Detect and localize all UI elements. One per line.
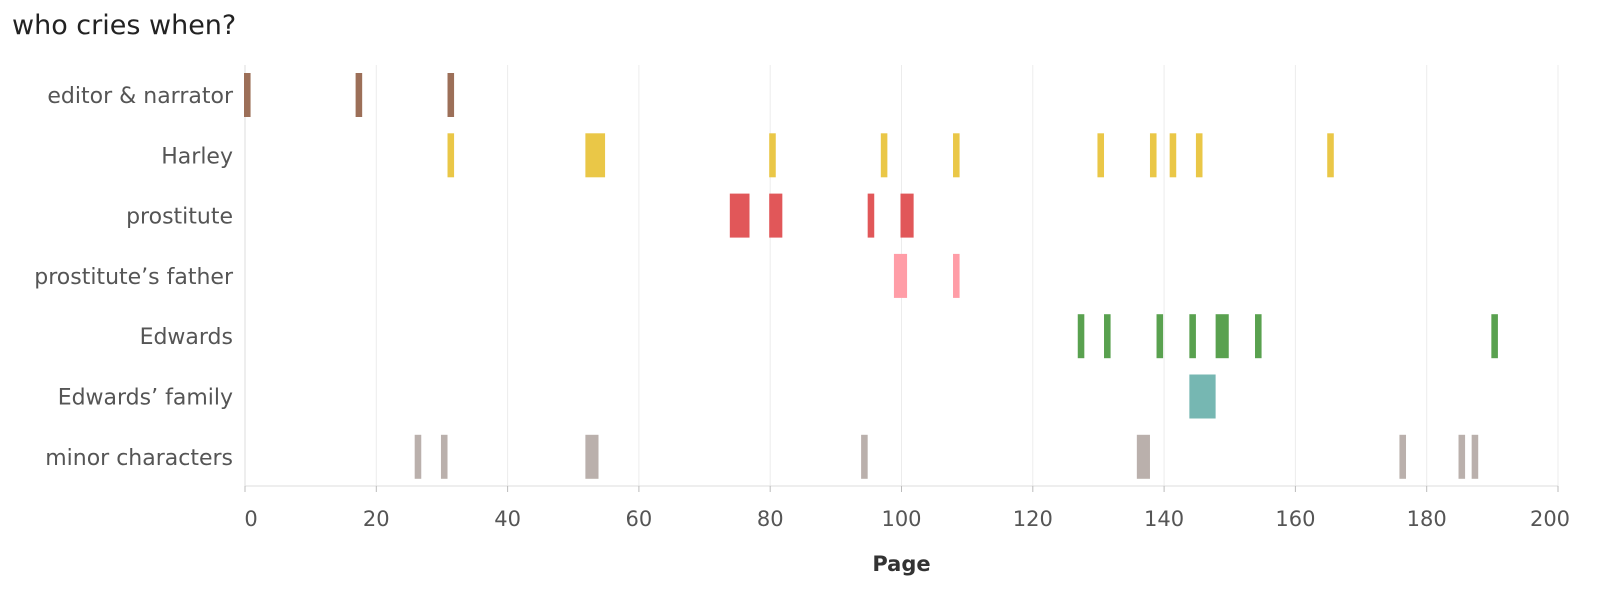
bar-segment xyxy=(1189,374,1216,419)
bar-segment xyxy=(953,133,960,178)
chart-title: who cries when? xyxy=(12,10,237,41)
x-tick-label: 40 xyxy=(494,507,521,531)
bar-segment xyxy=(1136,434,1150,479)
bar-segment xyxy=(414,434,422,479)
x-tick-label: 0 xyxy=(244,507,257,531)
bar-segment xyxy=(1169,133,1177,178)
category-label: Harley xyxy=(161,144,233,169)
category-label: minor characters xyxy=(45,446,233,471)
bars xyxy=(244,73,1498,479)
category-label: prostitute’s father xyxy=(34,265,234,290)
x-tick-label: 120 xyxy=(1013,507,1053,531)
bar-segment xyxy=(769,193,783,238)
bar-segment xyxy=(1189,314,1196,359)
bar-segment xyxy=(1097,133,1105,178)
x-tick-label: 80 xyxy=(757,507,784,531)
bar-segment xyxy=(729,193,750,238)
bar-segment xyxy=(1077,314,1085,359)
bar-segment xyxy=(1491,314,1498,359)
bar-segment xyxy=(880,133,888,178)
bar-segment xyxy=(1458,434,1466,479)
x-axis: 0 20 40 60 80 100 120 140 160 180 200 xyxy=(244,486,1570,531)
grid-lines xyxy=(244,65,1559,487)
bar-segment xyxy=(585,133,606,178)
x-tick-label: 200 xyxy=(1530,507,1570,531)
x-tick-label: 140 xyxy=(1144,507,1184,531)
bar-segment xyxy=(861,434,868,479)
x-tick-label: 180 xyxy=(1407,507,1447,531)
category-label: Edwards xyxy=(140,325,233,350)
bar-segment xyxy=(440,434,448,479)
bar-segment xyxy=(1156,314,1164,359)
category-label: Edwards’ family xyxy=(58,386,233,411)
bar-segment xyxy=(1149,133,1157,178)
category-label: prostitute xyxy=(126,205,233,230)
category-label: editor & narrator xyxy=(47,84,234,109)
x-tick-label: 160 xyxy=(1275,507,1315,531)
bar-segment xyxy=(244,73,251,117)
bar-segment xyxy=(893,253,908,298)
category-labels: editor & narrator Harley prostitute prostit… xyxy=(34,84,234,471)
bar-segment xyxy=(1399,434,1407,479)
bar-segment xyxy=(1104,314,1111,359)
bar-segment xyxy=(900,193,914,238)
bar-segment xyxy=(355,73,363,117)
bar-segment xyxy=(867,193,875,238)
x-tick-label: 20 xyxy=(363,507,390,531)
bar-segment xyxy=(1215,314,1229,359)
bar-segment xyxy=(953,253,960,298)
bar-segment xyxy=(1195,133,1203,178)
x-tick-label: 60 xyxy=(626,507,653,531)
bar-segment xyxy=(1255,314,1262,359)
bar-segment xyxy=(1327,133,1334,178)
x-tick-label: 100 xyxy=(881,507,921,531)
bar-segment xyxy=(447,133,455,178)
bar-segment xyxy=(1471,434,1479,479)
bar-segment xyxy=(447,73,455,117)
x-axis-title: Page xyxy=(872,552,930,576)
bar-segment xyxy=(769,133,776,178)
bar-segment xyxy=(585,434,599,479)
